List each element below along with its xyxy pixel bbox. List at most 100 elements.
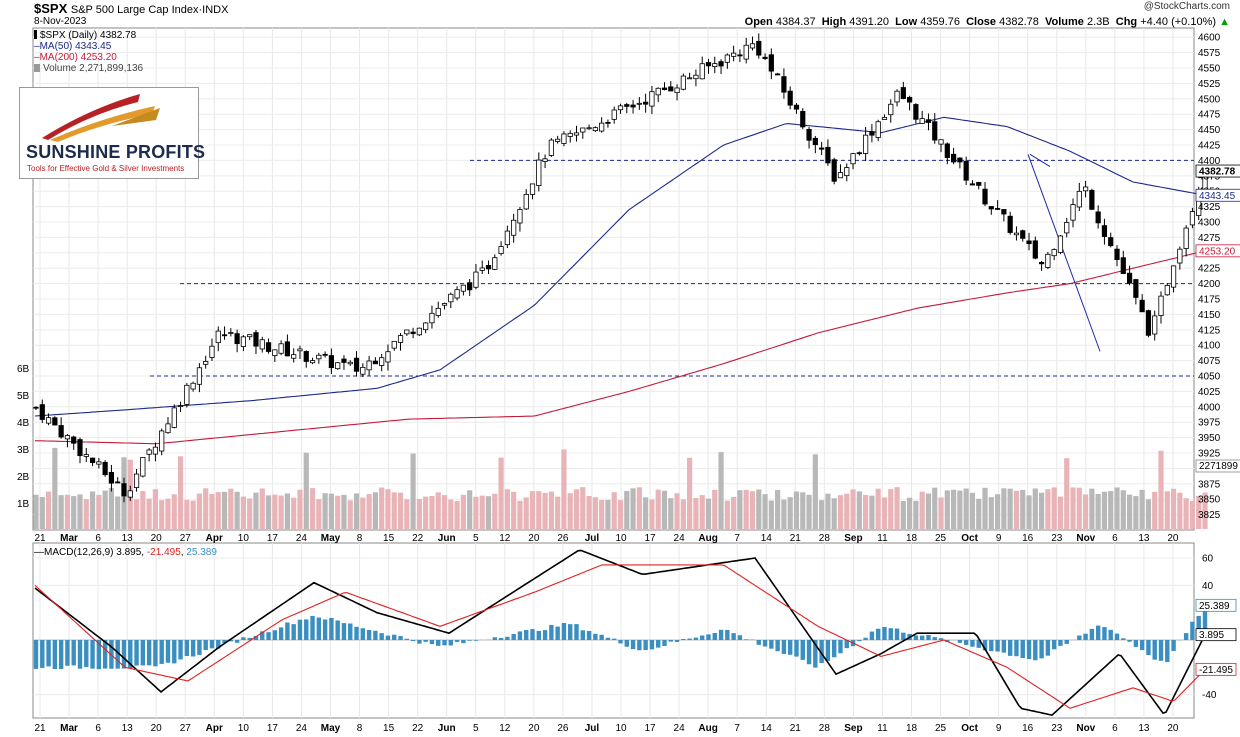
candle-body <box>1114 248 1120 260</box>
histogram-bar <box>857 640 862 642</box>
volume-bar <box>397 492 404 529</box>
volume-bar <box>410 453 416 529</box>
histogram-bar <box>360 628 366 640</box>
histogram-bar <box>536 630 541 640</box>
histogram-bar <box>228 640 234 642</box>
histogram-bar <box>819 640 824 663</box>
histogram-bar <box>524 630 529 640</box>
y-tick-label: 4600 <box>1198 33 1221 44</box>
candle-body <box>881 117 888 120</box>
x-tick-label: 9 <box>996 533 1002 544</box>
histogram-bar <box>165 640 171 663</box>
candle-body <box>58 425 64 438</box>
histogram-bar <box>216 640 221 649</box>
histogram-bar <box>178 640 183 660</box>
candle-body <box>309 360 316 364</box>
legend-price: $SPX (Daily) 4382.78 <box>34 30 136 41</box>
x-tick-label: 24 <box>674 533 686 544</box>
histogram-bar <box>1121 638 1126 640</box>
y-tick-label: 3825 <box>1198 510 1221 521</box>
histogram-bar <box>1058 640 1063 646</box>
histogram-bar <box>825 640 831 661</box>
volume-bar <box>297 489 303 529</box>
histogram-bar <box>354 626 359 640</box>
y-tick-label: 4150 <box>1198 310 1221 321</box>
moving-averages <box>34 116 1206 445</box>
histogram-bar <box>901 632 906 640</box>
logo-title: SUNSHINE PROFITS <box>26 142 206 162</box>
histogram-bar <box>115 640 120 669</box>
x-tick-label: 11 <box>877 723 888 734</box>
volume-bar <box>812 454 818 529</box>
x-tick-label: 6 <box>1112 723 1118 734</box>
chg-value: +4.40 (+0.10%) <box>1140 16 1217 28</box>
histogram-bar <box>1190 621 1195 640</box>
histogram-bar <box>643 640 648 651</box>
exchange-dot: · <box>198 4 203 16</box>
candle-body <box>291 354 297 359</box>
volume-bar <box>108 488 115 529</box>
y-tick-label: 4025 <box>1198 387 1221 398</box>
histogram-bar <box>1064 640 1069 644</box>
volume-bar <box>1051 487 1057 529</box>
histogram-bar <box>285 622 290 640</box>
x-tick-label: 8 <box>357 723 363 734</box>
y-tick-label: 4000 <box>1198 402 1221 413</box>
open-value: 4384.37 <box>775 16 816 28</box>
histogram-bar <box>1202 604 1208 640</box>
volume-bar <box>1032 488 1038 529</box>
candle-body <box>976 182 982 186</box>
volume-bar <box>1007 488 1013 529</box>
volume-bar <box>473 496 479 529</box>
volume-bar <box>1202 492 1208 529</box>
volume-bar <box>819 500 825 529</box>
x-tick-label: 16 <box>1022 723 1034 734</box>
volume-bar <box>228 488 234 529</box>
histogram-bar <box>404 638 410 640</box>
histogram-bar <box>1020 640 1025 659</box>
volume-bar <box>668 498 674 529</box>
volume-bar <box>687 457 693 529</box>
volume-bar <box>460 494 466 529</box>
histogram-bar <box>366 629 372 640</box>
x-tick-label: 11 <box>877 533 888 544</box>
histogram-bar <box>46 640 51 667</box>
candle-body <box>1183 227 1189 249</box>
volume-bar <box>994 494 1001 529</box>
volume-bar-icon <box>34 64 40 72</box>
x-tick-label: 21 <box>34 533 46 544</box>
candle-body <box>718 61 724 67</box>
histogram-bar <box>348 623 353 640</box>
x-tick-label: 6 <box>95 723 101 734</box>
candle-body <box>404 329 410 335</box>
legend-ma200: –MA(200) 4253.20 <box>34 52 117 63</box>
candle-body <box>215 330 221 344</box>
histogram-bar <box>794 640 799 657</box>
volume-bar <box>492 493 498 529</box>
candle-body <box>492 257 498 270</box>
histogram-bar <box>310 615 315 640</box>
x-tick-label: 5 <box>473 723 479 734</box>
candle-body <box>856 152 862 155</box>
volume-bar <box>900 500 906 529</box>
candle-body <box>825 146 831 164</box>
volume-bar <box>511 491 517 529</box>
price-candles <box>33 33 1208 503</box>
histogram-bar <box>1171 640 1176 651</box>
volume-bar <box>925 493 932 529</box>
volume-bar <box>800 492 806 529</box>
last-value-label: 4382.78 <box>1199 167 1236 178</box>
volume-bar <box>335 495 341 529</box>
candle-body <box>159 430 165 452</box>
histogram-bar <box>957 640 963 643</box>
volume-bar <box>429 495 435 529</box>
histogram-bar <box>498 637 504 640</box>
volume-bar <box>1139 489 1145 529</box>
volume-bar <box>907 497 913 529</box>
candle-body <box>190 382 196 390</box>
volume-bar <box>837 495 844 529</box>
y-tick-label: 4500 <box>1198 94 1221 105</box>
candle-body <box>768 54 774 72</box>
candle-body <box>712 63 718 67</box>
histogram-bar <box>976 640 981 648</box>
